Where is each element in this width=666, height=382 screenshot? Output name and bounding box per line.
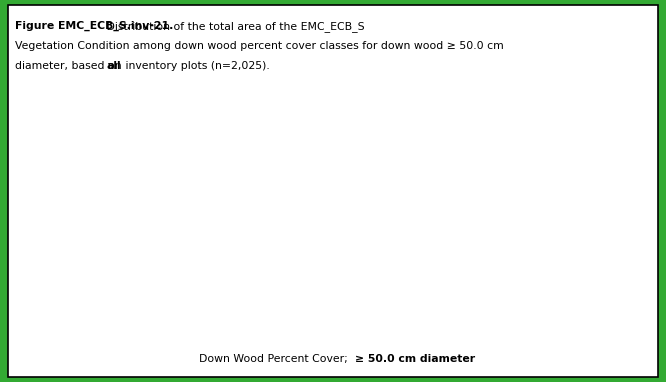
Text: Vegetation Condition among down wood percent cover classes for down wood ≥ 50.0 : Vegetation Condition among down wood per… (15, 41, 503, 51)
Bar (360, 304, 395, 308)
Y-axis label: Percent of Area: Percent of Area (20, 156, 30, 240)
Text: 1: 1 (328, 293, 335, 303)
Text: 0: 0 (467, 296, 473, 306)
Text: 61: 61 (95, 104, 107, 114)
Text: 2: 2 (282, 289, 288, 299)
Text: diameter, based on: diameter, based on (15, 61, 125, 71)
Bar (314, 304, 349, 308)
Text: 0: 0 (421, 296, 427, 306)
Text: 0: 0 (513, 296, 519, 306)
Text: inventory plots (n=2,025).: inventory plots (n=2,025). (122, 61, 270, 71)
Text: Distribution of the total area of the EMC_ECB_S: Distribution of the total area of the EM… (103, 21, 365, 32)
Text: ≥ 50.0 cm diameter: ≥ 50.0 cm diameter (354, 354, 475, 364)
Bar (130, 273, 165, 308)
Text: Down Wood Percent Cover;  ≥ 50.0 cm diameter: Down Wood Percent Cover; ≥ 50.0 cm diame… (337, 362, 372, 364)
Text: all: all (107, 61, 121, 71)
Text: 11: 11 (141, 261, 153, 271)
Text: 17: 17 (187, 242, 200, 252)
Text: Figure EMC_ECB_S.inv-21.: Figure EMC_ECB_S.inv-21. (15, 21, 173, 31)
Bar (176, 254, 210, 308)
Bar (84, 116, 119, 308)
Text: 1: 1 (374, 293, 381, 303)
Bar (222, 285, 256, 308)
Text: 0: 0 (559, 296, 565, 306)
Bar (268, 301, 303, 308)
Text: 0: 0 (605, 296, 611, 306)
Text: 7: 7 (236, 274, 242, 284)
Text: Down Wood Percent Cover;: Down Wood Percent Cover; (199, 354, 354, 364)
